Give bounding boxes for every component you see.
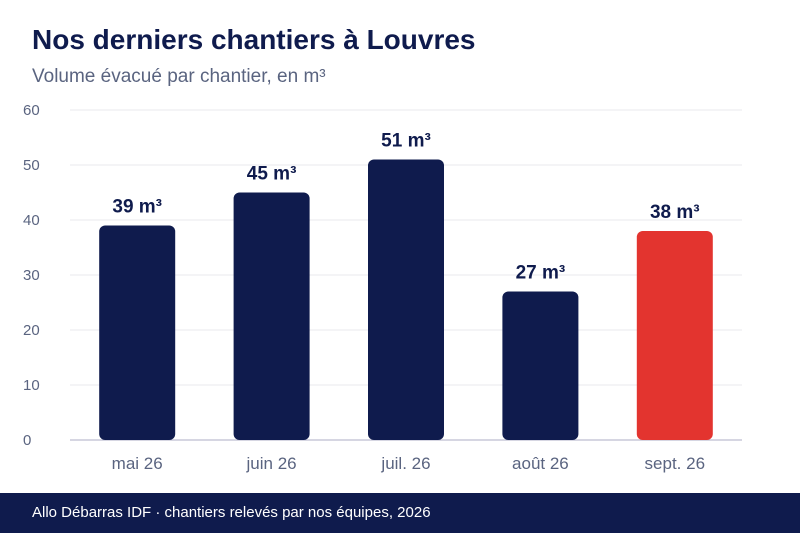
bar <box>99 225 176 440</box>
footer-source: Allo Débarras IDF · chantiers relevés pa… <box>32 504 431 521</box>
y-tick-label: 20 <box>23 322 40 339</box>
x-tick-label: mai 26 <box>112 454 163 473</box>
bar <box>233 192 310 440</box>
y-tick-label: 30 <box>23 267 40 284</box>
bar-value-label: 38 m³ <box>650 202 700 223</box>
chart-title: Nos derniers chantiers à Louvres <box>32 24 476 55</box>
y-tick-label: 60 <box>23 102 40 119</box>
bar-value-label: 39 m³ <box>112 197 162 218</box>
bar <box>368 159 444 440</box>
bar <box>502 291 579 440</box>
y-tick-label: 10 <box>23 377 40 394</box>
y-tick-label: 0 <box>23 432 31 449</box>
bar-value-label: 27 m³ <box>516 263 566 284</box>
y-tick-label: 50 <box>23 157 40 174</box>
bars <box>99 159 713 440</box>
bar-value-label: 45 m³ <box>247 164 297 185</box>
footer-bar: Allo Débarras IDF · chantiers relevés pa… <box>0 493 800 533</box>
x-tick-label: juin 26 <box>246 454 297 473</box>
y-tick-label: 40 <box>23 212 40 229</box>
chart-subtitle: Volume évacué par chantier, en m³ <box>32 66 326 87</box>
x-tick-label: juil. 26 <box>380 454 430 473</box>
value-labels: 39 m³ 45 m³ 51 m³ 27 m³ 38 m³ <box>112 131 699 284</box>
bar-highlight <box>636 231 713 440</box>
x-tick-label: sept. 26 <box>645 454 706 473</box>
x-tick-label: août 26 <box>512 454 569 473</box>
y-axis-ticks: 0 10 20 30 40 50 60 <box>23 102 40 449</box>
x-axis-ticks: mai 26 juin 26 juil. 26 août 26 sept. 26 <box>112 454 705 473</box>
bar-value-label: 51 m³ <box>381 131 431 152</box>
